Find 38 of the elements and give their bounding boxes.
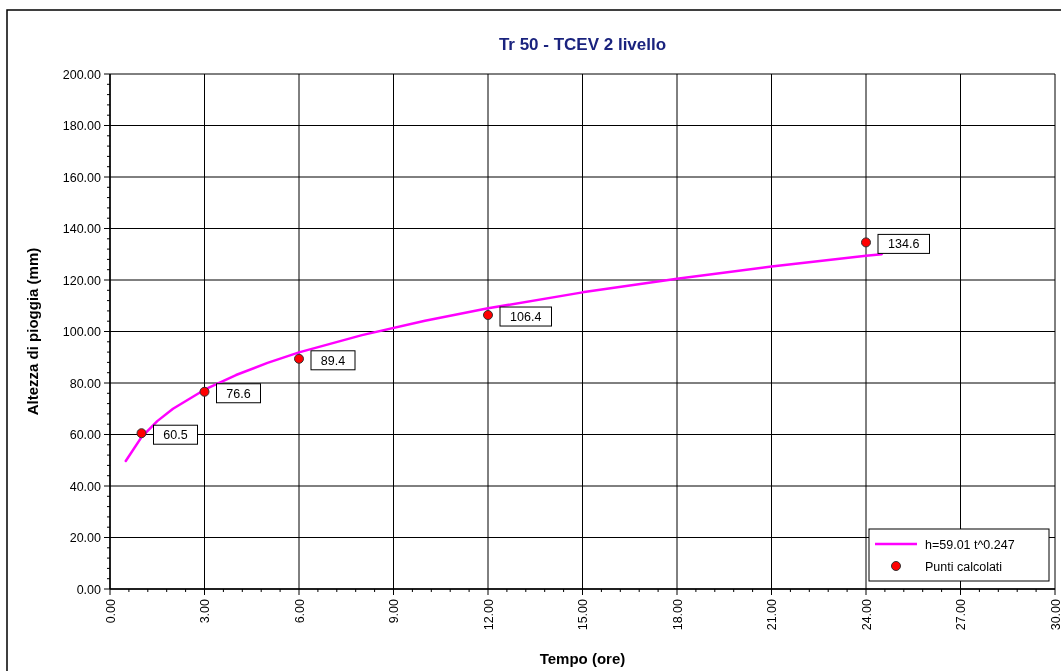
y-tick-label: 40.00 — [69, 479, 102, 494]
legend-label: Punti calcolati — [925, 559, 1003, 574]
legend-label: h=59.01 t^0.247 — [925, 537, 1015, 552]
x-tick-label: 0.00 — [103, 598, 118, 624]
line-series — [124, 253, 883, 463]
chart-title: Tr 50 - TCEV 2 livello — [498, 35, 667, 54]
y-tick-label: 140.00 — [62, 222, 102, 236]
y-tick-label: 200.00 — [62, 67, 102, 82]
data-label: 89.4 — [320, 353, 346, 368]
x-axis-title: Tempo (ore) — [539, 650, 626, 667]
y-tick-label: 0.00 — [76, 582, 102, 597]
point — [136, 428, 147, 439]
x-tick-label: 30.00 — [1048, 598, 1061, 631]
y-tick-label: 160.00 — [62, 170, 102, 185]
y-tick-label: 100.00 — [62, 325, 102, 339]
x-tick-label: 18.00 — [670, 598, 685, 631]
y-tick-label: 80.00 — [69, 376, 102, 391]
x-tick-label: 27.00 — [954, 598, 968, 631]
point — [199, 386, 210, 397]
y-tick-label: 180.00 — [62, 119, 102, 133]
y-tick-label: 60.00 — [69, 428, 102, 442]
y-axis-title: Altezza di pioggia (mm) — [24, 247, 41, 416]
y-tick-label: 20.00 — [69, 531, 102, 545]
point — [294, 353, 304, 364]
point — [861, 237, 871, 248]
data-label: 60.5 — [163, 428, 188, 443]
x-tick-label: 21.00 — [765, 598, 779, 631]
data-label: 134.6 — [888, 237, 920, 252]
x-tick-label: 24.00 — [859, 598, 874, 631]
x-tick-label: 15.00 — [576, 598, 590, 631]
x-tick-label: 3.00 — [198, 598, 212, 624]
point — [483, 310, 493, 321]
y-tick-label: 120.00 — [62, 273, 102, 288]
data-label: 106.4 — [510, 310, 542, 325]
x-tick-label: 12.00 — [481, 598, 496, 631]
x-tick-label: 6.00 — [292, 598, 307, 624]
data-label: 76.6 — [226, 386, 251, 401]
x-tick-label: 9.00 — [387, 598, 401, 624]
